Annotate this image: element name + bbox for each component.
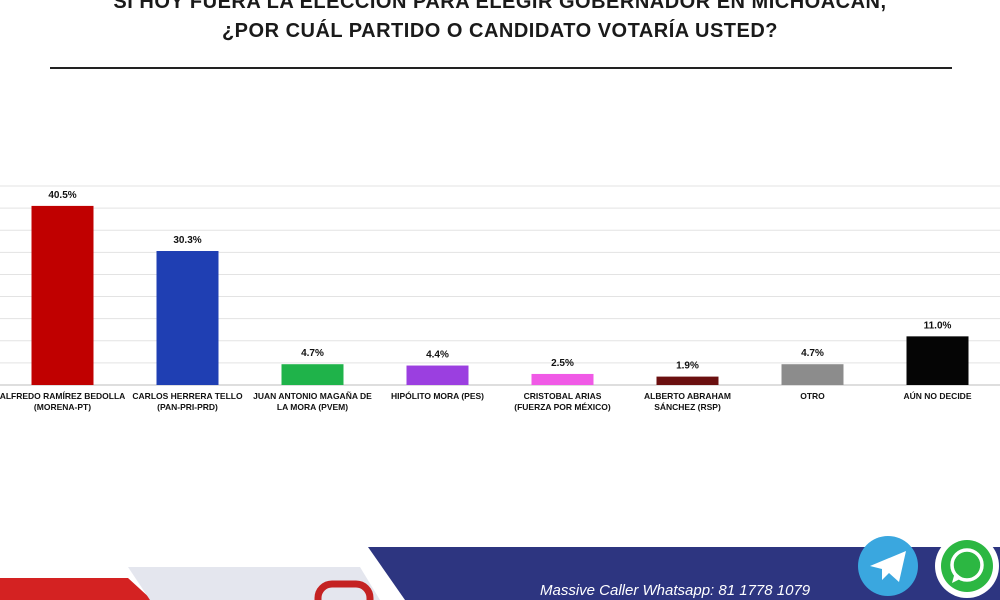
- category-label: CARLOS HERRERA TELLO (PAN-PRI-PRD): [132, 391, 243, 412]
- data-label: 2.5%: [551, 358, 574, 369]
- footer-blue-band: [368, 547, 1000, 600]
- footer-contact-text: Massive Caller Whatsapp: 81 1778 1079: [540, 582, 811, 599]
- data-label: 4.7%: [301, 348, 324, 359]
- footer-red-stripe: [0, 578, 152, 600]
- bar: [781, 364, 844, 385]
- category-label: AÚN NO DECIDE: [903, 390, 971, 401]
- category-label: ALBERTO ABRAHAM SÁNCHEZ (RSP): [644, 391, 731, 412]
- telegram-icon[interactable]: [858, 536, 918, 596]
- whatsapp-icon[interactable]: [935, 534, 999, 598]
- data-label: 4.4%: [426, 350, 449, 361]
- footer-logo-icon: [314, 580, 374, 600]
- bar: [31, 205, 94, 385]
- bar: [156, 251, 219, 385]
- bar: [656, 376, 719, 385]
- category-label: ALFREDO RAMÍREZ BEDOLLA (MORENA-PT): [0, 391, 125, 412]
- title-divider: [50, 67, 952, 69]
- chart-title-line-1: SI HOY FUERA LA ELECCIÓN PARA ELEGIR GOB…: [113, 0, 887, 13]
- bar: [531, 373, 594, 385]
- bar: [281, 364, 344, 385]
- data-label: 1.9%: [676, 361, 699, 372]
- category-label: OTRO: [800, 391, 825, 401]
- category-label: HIPÓLITO MORA (PES): [391, 390, 484, 401]
- data-label: 40.5%: [48, 190, 76, 201]
- bar: [406, 365, 469, 385]
- category-label: CRISTOBAL ARIAS (FUERZA POR MÉXICO): [514, 391, 611, 412]
- data-label: 11.0%: [924, 320, 952, 331]
- data-label: 4.7%: [801, 348, 824, 359]
- category-label: JUAN ANTONIO MAGAÑA DE LA MORA (PVEM): [253, 391, 372, 412]
- data-label: 30.3%: [173, 235, 201, 246]
- bar: [906, 336, 969, 385]
- chart-title-line-2: ¿POR CUÁL PARTIDO O CANDIDATO VOTARÍA US…: [221, 20, 779, 42]
